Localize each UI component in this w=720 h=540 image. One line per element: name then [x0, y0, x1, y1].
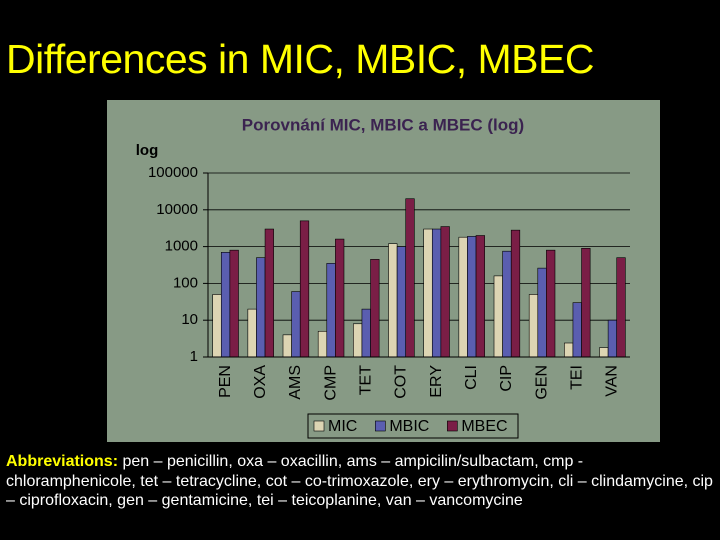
- bar: [599, 347, 609, 358]
- legend-label: MBEC: [461, 418, 507, 435]
- bar: [396, 246, 407, 358]
- abbreviations-label: Abbreviations:: [6, 453, 119, 470]
- legend-swatch: [447, 420, 458, 432]
- x-tick-label: COT: [393, 365, 410, 399]
- bar: [388, 243, 398, 358]
- bar: [370, 259, 380, 358]
- bar: [264, 228, 274, 358]
- bar: [247, 308, 257, 358]
- x-tick-label: AMS: [287, 365, 304, 400]
- abbreviations: Abbreviations: pen – penicillin, oxa – o…: [6, 452, 714, 511]
- y-axis-label: log: [136, 142, 159, 159]
- bar: [572, 302, 582, 358]
- bar: [431, 228, 442, 358]
- legend-swatch: [375, 420, 386, 432]
- bar: [317, 330, 328, 358]
- bar: [528, 294, 539, 358]
- bar: [212, 294, 222, 358]
- x-tick-label: TEI: [568, 365, 585, 390]
- y-tick-label: 100000: [148, 164, 198, 181]
- bar: [475, 235, 485, 358]
- legend-swatch: [313, 420, 325, 432]
- x-tick-label: CLI: [463, 365, 480, 390]
- bar: [493, 275, 503, 358]
- bar: [423, 228, 433, 358]
- bar: [405, 198, 415, 358]
- bar: [467, 236, 477, 358]
- bar: [291, 291, 301, 358]
- bar: [510, 229, 521, 358]
- x-tick-label: PEN: [217, 365, 234, 398]
- bar: [581, 247, 591, 358]
- bar: [326, 263, 336, 358]
- bar: [299, 220, 310, 358]
- slide-title: Differences in MIC, MBIC, MBEC: [6, 36, 595, 82]
- bar: [220, 252, 231, 358]
- bar: [537, 267, 547, 358]
- legend: MIC MBIC MBEC: [307, 413, 519, 439]
- x-tick-label: VAN: [604, 365, 621, 397]
- bar: [564, 342, 574, 358]
- x-tick-label: CIP: [498, 365, 515, 392]
- chart: Porovnání MIC, MBIC a MBEC (log) log 1 10…: [107, 100, 660, 442]
- x-tick-label: TET: [357, 365, 374, 395]
- chart-title: Porovnání MIC, MBIC a MBEC (log): [242, 115, 524, 134]
- bar: [353, 323, 363, 358]
- bar: [607, 319, 618, 358]
- legend-box: [307, 413, 519, 439]
- x-tick-label: ERY: [428, 365, 445, 398]
- y-tick-label: 10: [181, 311, 198, 328]
- chart-panel: [107, 100, 660, 442]
- bar: [361, 308, 371, 358]
- bar: [502, 250, 512, 358]
- y-tick-label: 1000: [165, 238, 198, 255]
- bar: [282, 334, 292, 358]
- bar: [256, 257, 266, 358]
- abbreviations-text: pen – penicillin, oxa – oxacillin, ams –…: [6, 453, 713, 509]
- x-tick-label: GEN: [533, 365, 550, 400]
- bar: [458, 236, 468, 358]
- bar: [335, 238, 345, 358]
- y-tick-label: 100: [173, 274, 198, 291]
- legend-label: MBIC: [389, 418, 429, 435]
- y-tick-label: 10000: [156, 201, 198, 218]
- bar: [440, 226, 450, 358]
- legend-label: MIC: [328, 418, 357, 435]
- bar: [546, 249, 556, 358]
- y-tick-label: 1: [190, 348, 198, 365]
- bar: [229, 249, 239, 358]
- x-tick-label: CMP: [322, 365, 339, 401]
- x-tick-label: OXA: [252, 365, 269, 399]
- bar: [616, 257, 626, 358]
